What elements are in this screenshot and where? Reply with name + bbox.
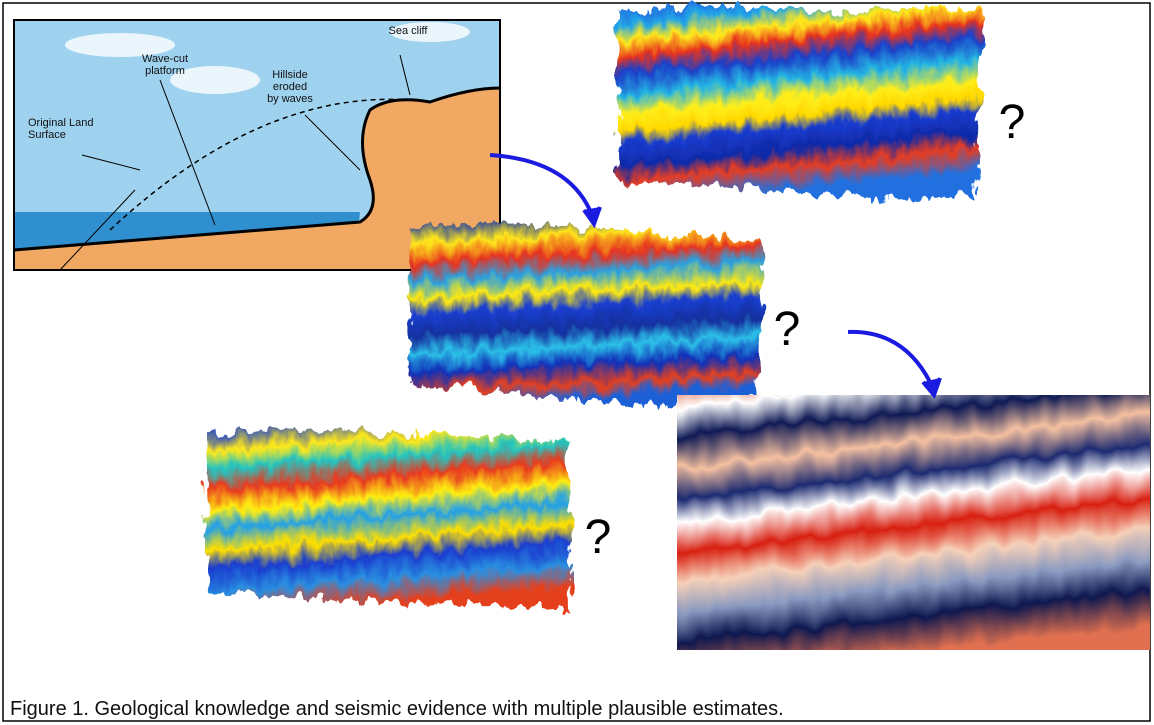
question-mark: ? <box>585 511 612 564</box>
figure: Sea cliff Hillsideerodedby waves Wave-cu… <box>0 0 1154 725</box>
question-mark: ? <box>999 96 1026 149</box>
diagram-label: Sea cliff <box>389 25 429 37</box>
page: Sea cliff Hillsideerodedby waves Wave-cu… <box>0 0 1154 725</box>
question-mark: ? <box>774 303 801 356</box>
seismic-estimate <box>205 430 570 610</box>
seismic-evidence <box>660 380 1154 670</box>
seismic-estimate <box>408 222 762 405</box>
caption: Figure 1. Geological knowledge and seism… <box>10 698 784 720</box>
seismic-estimate <box>617 5 980 200</box>
